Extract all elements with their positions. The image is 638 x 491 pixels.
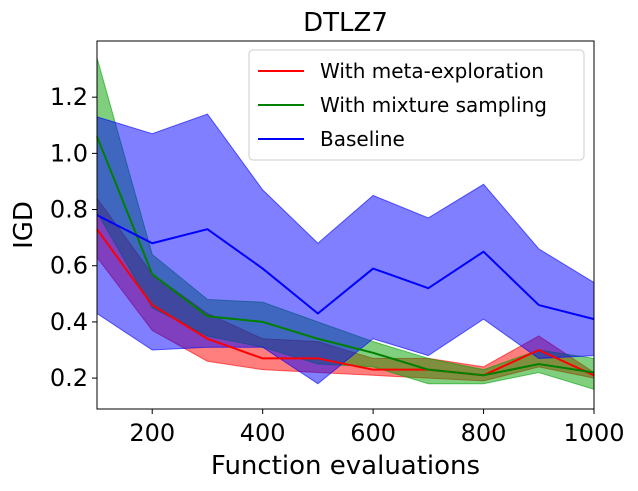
legend-label-1: With mixture sampling <box>320 93 547 117</box>
plot-frame <box>96 40 595 410</box>
x-axis: 200 400 600 800 1000 <box>129 409 625 447</box>
legend-label-0: With meta-exploration <box>320 59 544 83</box>
x-tick-label: 400 <box>240 419 286 447</box>
y-tick-label: 0.4 <box>50 308 88 336</box>
x-axis-title: Function evaluations <box>211 451 480 481</box>
y-tick-label: 0.6 <box>50 252 88 280</box>
legend-label-2: Baseline <box>320 127 405 151</box>
legend-box <box>248 49 585 161</box>
series-line-1 <box>96 136 595 377</box>
series-line-2 <box>96 214 595 321</box>
y-tick-label: 1.2 <box>50 83 88 111</box>
x-tick-label: 1000 <box>563 419 624 447</box>
y-axis: 0.2 0.4 0.6 0.8 1.0 1.2 <box>50 83 97 392</box>
x-tick-label: 200 <box>129 419 175 447</box>
series-line-0 <box>96 228 595 377</box>
chart-title: DTLZ7 <box>303 8 388 38</box>
series-lines <box>96 136 595 377</box>
legend: With meta-exploration With mixture sampli… <box>248 49 585 161</box>
y-tick-label: 0.2 <box>50 364 88 392</box>
x-tick-label: 800 <box>461 419 507 447</box>
y-axis-title: IGD <box>9 201 39 249</box>
y-tick-label: 0.8 <box>50 196 88 224</box>
x-tick-label: 600 <box>350 419 396 447</box>
y-tick-label: 1.0 <box>50 139 88 167</box>
